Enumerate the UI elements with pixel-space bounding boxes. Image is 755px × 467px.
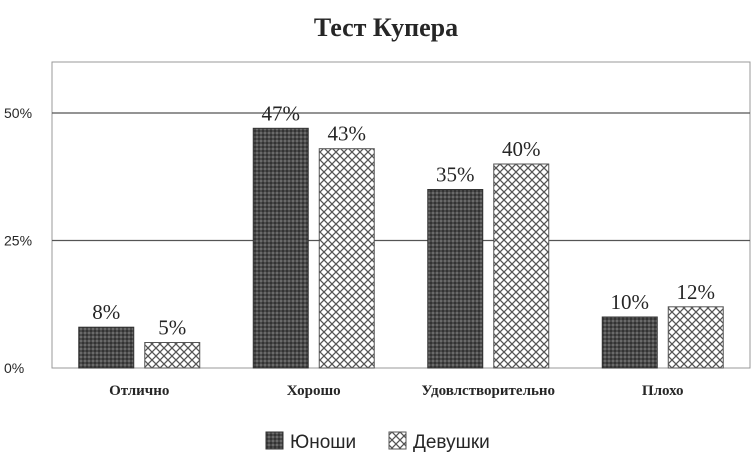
plot-area bbox=[51, 61, 751, 369]
x-tick-label-2: Хорошо bbox=[287, 383, 341, 399]
y-tick-label-1: 25% bbox=[4, 233, 32, 249]
y-tick-label-0: 0% bbox=[4, 360, 24, 376]
legend-label-series-1: Юноши bbox=[290, 432, 356, 453]
data-label-1-3: 35% bbox=[436, 163, 475, 187]
legend: Юноши Девушки bbox=[265, 431, 490, 453]
bar-2-4 bbox=[667, 306, 724, 369]
legend-swatch-series-2 bbox=[388, 431, 407, 450]
data-label-1-4: 10% bbox=[611, 290, 650, 314]
bar-1-1 bbox=[78, 326, 135, 369]
bar-1-3 bbox=[427, 189, 484, 369]
chart-title: Тест Купера bbox=[314, 13, 458, 42]
bar-2-3 bbox=[493, 163, 550, 369]
data-labels: 8% 5% 47% 43% 35% 40% 10% 12% bbox=[92, 101, 715, 339]
legend-label-series-2: Девушки bbox=[413, 432, 490, 453]
bar-1-2 bbox=[252, 127, 309, 369]
data-label-2-2: 43% bbox=[328, 122, 367, 146]
data-label-1-1: 8% bbox=[92, 300, 120, 324]
y-tick-label-2: 50% bbox=[4, 105, 32, 121]
x-tick-label-4: Плохо bbox=[642, 383, 684, 399]
bar-1-4 bbox=[601, 316, 658, 369]
bar-2-1 bbox=[144, 342, 201, 369]
x-tick-label-3: Удовлстворительно bbox=[421, 383, 555, 399]
grid-lines bbox=[52, 112, 750, 242]
data-label-2-3: 40% bbox=[502, 137, 541, 161]
data-label-2-1: 5% bbox=[158, 316, 186, 340]
x-axis-ticks: Отлично Хорошо Удовлстворительно Плохо bbox=[109, 383, 683, 399]
x-tick-label-1: Отлично bbox=[109, 383, 169, 399]
bars bbox=[78, 127, 724, 369]
y-axis-ticks: 0% 25% 50% bbox=[4, 105, 32, 376]
legend-swatch-series-1 bbox=[265, 431, 284, 450]
data-label-1-2: 47% bbox=[262, 101, 301, 125]
data-label-2-4: 12% bbox=[677, 280, 716, 304]
bar-2-2 bbox=[318, 148, 375, 369]
